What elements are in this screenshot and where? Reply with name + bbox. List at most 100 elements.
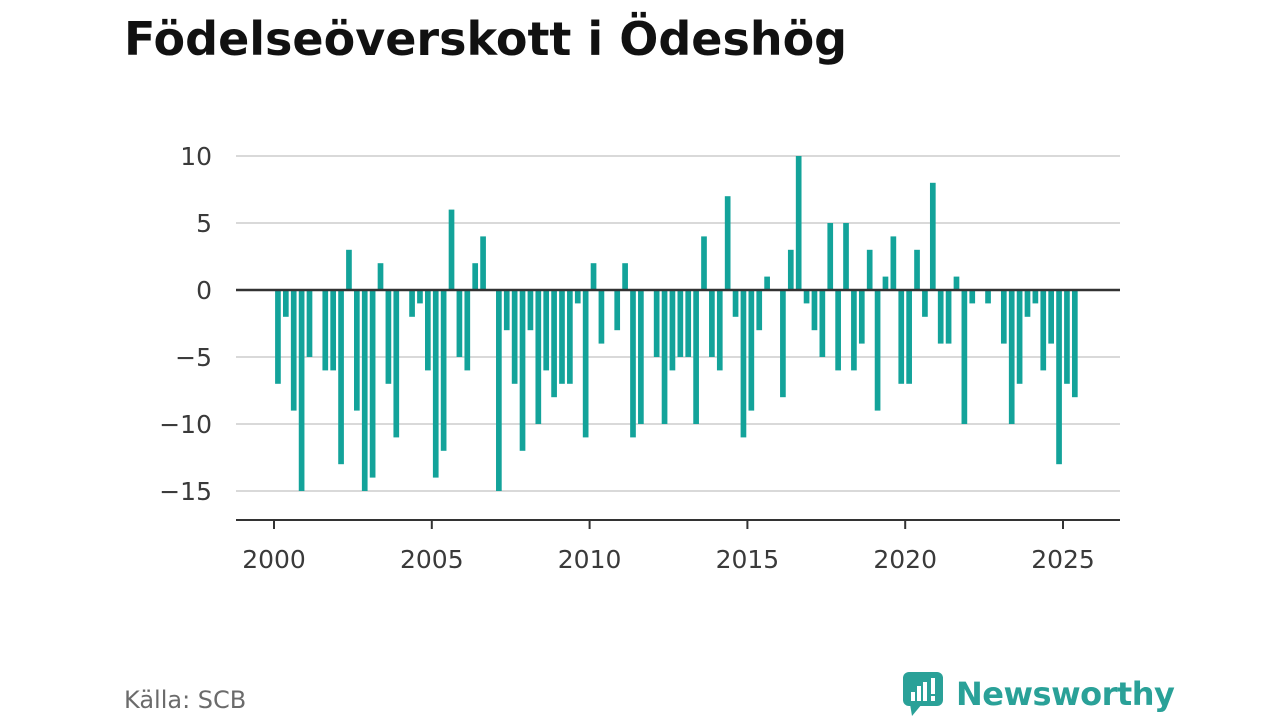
bar	[582, 290, 589, 438]
y-tick-labels: 10 5 0 −5 −10 −15	[159, 142, 212, 506]
brand-logo[interactable]: Newsworthy	[902, 670, 1175, 718]
bar	[756, 290, 763, 331]
bar	[409, 290, 415, 317]
bar	[354, 290, 360, 411]
newsworthy-logo-icon	[903, 672, 943, 716]
bar	[732, 290, 739, 317]
y-tick-label: 0	[196, 276, 212, 305]
x-tick-labels: 2000 2005 2010 2015 2020 2025	[242, 545, 1095, 574]
bar	[385, 290, 392, 384]
bar	[638, 290, 644, 424]
bar	[590, 263, 597, 290]
x-tick-label: 2020	[873, 545, 937, 574]
bar	[622, 263, 628, 290]
x-tick-label: 2015	[716, 545, 780, 574]
bar	[369, 290, 376, 478]
bar	[1040, 290, 1047, 371]
bar	[322, 290, 329, 371]
bar	[787, 249, 794, 290]
bar	[1071, 290, 1078, 398]
bar	[448, 209, 455, 290]
source-label: Källa: SCB	[124, 686, 247, 714]
bar	[882, 276, 889, 290]
bar	[914, 249, 920, 290]
bar	[748, 290, 755, 411]
bar	[1024, 290, 1031, 317]
bar	[472, 263, 479, 290]
bar	[740, 290, 747, 438]
bar	[456, 290, 463, 357]
bar	[819, 290, 826, 357]
bar	[598, 290, 605, 344]
bar	[961, 290, 968, 424]
brand-name: Newsworthy	[956, 675, 1175, 713]
bar	[693, 290, 699, 424]
bar	[677, 290, 684, 357]
bar	[614, 290, 621, 331]
y-tick-label: 10	[180, 142, 212, 171]
bar	[346, 249, 352, 290]
bar	[835, 290, 841, 371]
bar	[906, 290, 912, 384]
bar	[551, 290, 557, 398]
chart-title: Födelseöverskott i Ödeshög	[124, 12, 848, 66]
bar	[338, 290, 344, 465]
y-tick-label: −5	[175, 343, 212, 372]
bar	[464, 290, 471, 371]
bar	[306, 290, 313, 357]
bar	[827, 223, 834, 290]
bar	[535, 290, 542, 424]
bar	[559, 290, 565, 384]
bar	[653, 290, 660, 357]
bar	[701, 236, 707, 290]
bar	[519, 290, 526, 451]
bar	[937, 290, 944, 344]
x-tick-label: 2025	[1031, 545, 1095, 574]
bar	[330, 290, 337, 371]
y-tick-label: 5	[196, 209, 212, 238]
bar	[275, 290, 281, 384]
bar	[874, 290, 881, 411]
bar	[724, 196, 731, 290]
bar	[843, 223, 849, 290]
bar	[480, 236, 486, 290]
bar	[290, 290, 297, 411]
bar	[511, 290, 518, 384]
bar	[985, 290, 991, 304]
bar	[866, 249, 873, 290]
bar	[1048, 290, 1054, 344]
bar	[282, 290, 289, 317]
y-tick-label: −15	[159, 477, 212, 506]
x-tick-label: 2010	[558, 545, 622, 574]
bar	[1008, 290, 1015, 424]
bar	[1000, 290, 1007, 344]
bar	[669, 290, 676, 371]
bar	[929, 182, 936, 290]
bars	[275, 156, 1078, 491]
bar	[1056, 290, 1062, 465]
bar	[630, 290, 636, 438]
bar	[1032, 290, 1039, 304]
bar	[803, 290, 810, 304]
bar	[496, 290, 502, 491]
bar	[661, 290, 668, 424]
bar	[795, 156, 802, 290]
bar	[361, 290, 368, 491]
bar	[811, 290, 818, 331]
bar	[567, 290, 573, 384]
bar	[1016, 290, 1023, 384]
bar	[393, 290, 400, 438]
bar	[851, 290, 857, 371]
bar	[898, 290, 905, 384]
bar	[574, 290, 581, 304]
bar	[425, 290, 431, 371]
bar	[953, 276, 960, 290]
bar	[969, 290, 976, 304]
bar	[543, 290, 550, 371]
bar	[780, 290, 786, 398]
bar	[440, 290, 447, 451]
axes	[236, 288, 1120, 529]
bar	[764, 276, 770, 290]
bar	[945, 290, 952, 344]
